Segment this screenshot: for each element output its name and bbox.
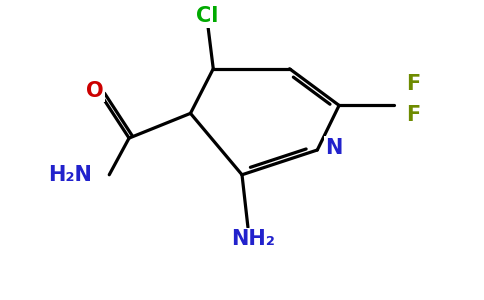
Text: H₂N: H₂N (47, 165, 91, 185)
Text: F: F (407, 74, 421, 94)
Text: F: F (407, 105, 421, 125)
Text: NH₂: NH₂ (231, 229, 275, 249)
Text: N: N (325, 138, 343, 158)
Text: Cl: Cl (196, 6, 218, 26)
Text: O: O (86, 81, 103, 100)
